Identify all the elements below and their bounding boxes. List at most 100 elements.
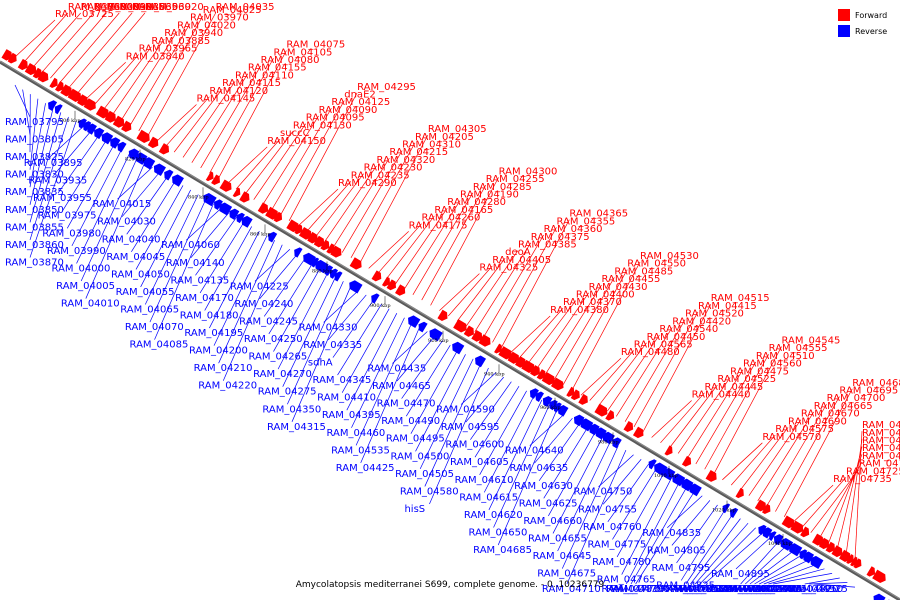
gene-label[interactable]: RAM_04445 — [704, 382, 763, 393]
forward-gene-arrow[interactable] — [286, 219, 299, 233]
gene-label[interactable]: RAM_03890 — [94, 2, 153, 13]
gene-label[interactable]: RAM_04745 — [743, 584, 802, 595]
gene-label[interactable]: RAM_04220 — [198, 381, 257, 392]
forward-gene-arrow[interactable] — [83, 98, 96, 111]
gene-label[interactable]: RAM_04655 — [528, 533, 587, 544]
gene-label[interactable]: RAM_04225 — [230, 281, 289, 292]
gene-label[interactable]: RAM_04955 — [862, 428, 900, 439]
forward-gene-arrow[interactable] — [17, 58, 28, 71]
forward-gene-arrow[interactable] — [578, 393, 588, 405]
reverse-gene-arrow[interactable] — [371, 293, 380, 304]
forward-gene-arrow[interactable] — [67, 88, 82, 102]
forward-gene-arrow[interactable] — [158, 143, 170, 155]
gene-label[interactable]: RAM_03990 — [47, 246, 106, 257]
gene-label[interactable]: RAM_04295 — [357, 82, 416, 93]
gene-label[interactable]: RAM_04515 — [711, 293, 770, 304]
gene-label[interactable]: RAM_04165 — [434, 205, 493, 216]
gene-label[interactable]: RAM_04885 — [862, 451, 900, 462]
gene-label[interactable]: RAM_04415 — [698, 301, 757, 312]
gene-label[interactable]: RAM_05000 — [720, 584, 779, 595]
reverse-gene-arrow[interactable] — [722, 503, 731, 514]
gene-label[interactable]: RAM_04350 — [262, 404, 321, 415]
reverse-gene-arrow[interactable] — [94, 127, 105, 140]
gene-label[interactable]: RAM_04625 — [519, 498, 578, 509]
reverse-gene-arrow[interactable] — [268, 231, 278, 243]
forward-gene-arrow[interactable] — [32, 67, 42, 79]
gene-label[interactable]: RAM_04070 — [125, 322, 184, 333]
gene-label[interactable]: RAM_04305 — [428, 124, 487, 135]
forward-gene-arrow[interactable] — [211, 174, 220, 185]
gene-label[interactable]: RAM_04385 — [518, 240, 577, 251]
reverse-gene-arrow[interactable] — [873, 593, 886, 600]
forward-gene-arrow[interactable] — [550, 377, 564, 391]
reverse-gene-arrow[interactable] — [110, 137, 121, 149]
gene-label[interactable]: RAM_04080 — [261, 55, 320, 66]
gene-label[interactable]: RAM_04245 — [239, 316, 298, 327]
gene-label[interactable]: RAM_04600 — [445, 440, 504, 451]
gene-label[interactable]: RAM_04215 — [389, 147, 448, 158]
reverse-gene-arrow[interactable] — [101, 132, 114, 145]
reverse-gene-arrow[interactable] — [418, 321, 428, 333]
reverse-gene-arrow[interactable] — [689, 483, 702, 497]
gene-label[interactable]: RAM_04855 — [665, 584, 724, 595]
gene-label[interactable]: RAM_04000 — [52, 263, 111, 274]
reverse-gene-arrow[interactable] — [229, 208, 240, 220]
gene-label[interactable]: RAM_04280 — [447, 197, 506, 208]
reverse-gene-arrow[interactable] — [602, 431, 615, 445]
gene-label[interactable]: RAM_03980 — [42, 228, 101, 239]
gene-label[interactable]: RAM_03960 — [132, 2, 191, 13]
gene-label[interactable]: RAM_04580 — [400, 486, 459, 497]
gene-label[interactable]: RAM_04120 — [209, 86, 268, 97]
gene-label[interactable]: RAM_04345 — [313, 375, 372, 386]
gene-label[interactable]: RAM_04105 — [274, 47, 333, 58]
gene-label[interactable]: RAM_04870 — [862, 443, 900, 454]
reverse-gene-arrow[interactable] — [143, 157, 156, 170]
gene-label[interactable]: RAM_04665 — [814, 401, 873, 412]
gene-label[interactable]: sdhA — [308, 358, 333, 369]
reverse-gene-arrow[interactable] — [553, 402, 562, 413]
forward-gene-arrow[interactable] — [381, 276, 391, 287]
gene-label[interactable]: RAM_04095 — [306, 113, 365, 124]
gene-label[interactable]: RAM_04015 — [92, 199, 151, 210]
gene-label[interactable]: RAM_04275 — [258, 387, 317, 398]
gene-label[interactable]: RAM_04520 — [685, 309, 744, 320]
gene-label[interactable]: RAM_04565 — [634, 340, 693, 351]
forward-gene-arrow[interactable] — [754, 499, 767, 512]
gene-label[interactable]: RAM_04190 — [460, 190, 519, 201]
gene-label[interactable]: RAM_04285 — [473, 182, 532, 193]
reverse-gene-arrow[interactable] — [729, 507, 739, 519]
reverse-gene-arrow[interactable] — [762, 527, 773, 539]
reverse-gene-arrow[interactable] — [663, 467, 676, 481]
gene-label[interactable]: succC — [280, 128, 310, 139]
gene-label[interactable]: RAM_04025 — [203, 5, 262, 16]
reverse-gene-arrow[interactable] — [773, 534, 784, 546]
gene-label[interactable]: RAM_04200 — [189, 346, 248, 357]
gene-label[interactable]: RAM_04050 — [111, 269, 170, 280]
gene-label[interactable]: RAM_04180 — [180, 310, 239, 321]
reverse-gene-arrow[interactable] — [78, 118, 87, 129]
forward-gene-arrow[interactable] — [1, 49, 12, 61]
reverse-gene-arrow[interactable] — [573, 414, 585, 427]
gene-label[interactable]: RAM_04260 — [422, 213, 481, 224]
forward-gene-arrow[interactable] — [232, 187, 241, 198]
gene-label[interactable]: RAM_04735 — [833, 474, 892, 485]
gene-label[interactable]: RAM_04755 — [578, 504, 637, 515]
gene-label[interactable]: hisS — [404, 504, 425, 515]
gene-label[interactable]: RAM_04680 — [852, 378, 900, 389]
reverse-gene-arrow[interactable] — [595, 427, 607, 440]
reverse-gene-arrow[interactable] — [236, 212, 245, 224]
gene-label[interactable]: RAM_04175 — [409, 220, 468, 231]
gene-label[interactable]: RAM_04430 — [589, 282, 648, 293]
gene-label[interactable]: RAM_04640 — [505, 446, 564, 457]
forward-gene-arrow[interactable] — [681, 455, 692, 467]
gene-label[interactable]: RAM_04425 — [336, 463, 395, 474]
forward-gene-arrow[interactable] — [846, 554, 854, 564]
gene-label[interactable]: RAM_04770 — [601, 584, 660, 595]
gene-label[interactable]: RAM_04420 — [672, 316, 731, 327]
gene-label[interactable]: RAM_03940 — [164, 28, 223, 39]
gene-label[interactable]: RAM_04135 — [170, 275, 229, 286]
gene-label[interactable]: RAM_04455 — [602, 274, 661, 285]
gene-label[interactable]: RAM_04035 — [216, 2, 275, 13]
gene-label[interactable]: RAM_03870 — [5, 257, 64, 268]
gene-label[interactable]: RAM_04450 — [647, 332, 706, 343]
